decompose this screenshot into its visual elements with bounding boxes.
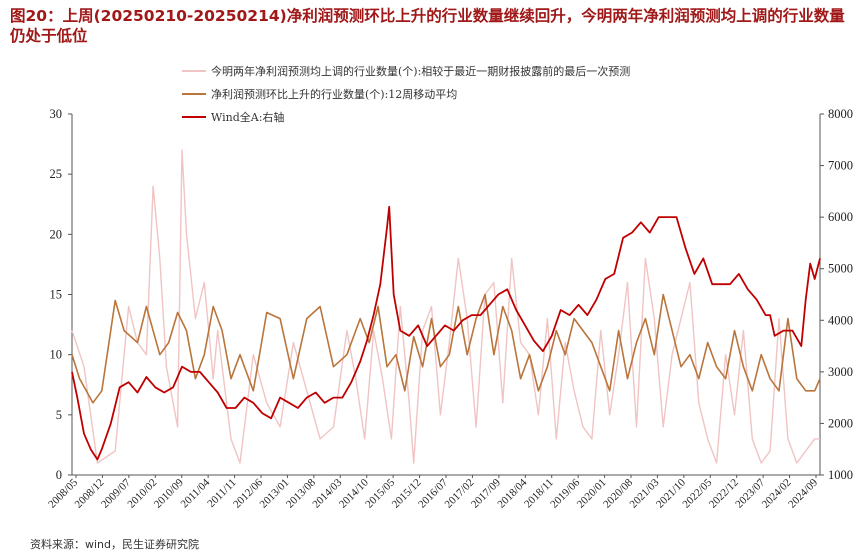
left-tick-label: 5 bbox=[56, 408, 62, 422]
right-tick-label: 6000 bbox=[828, 210, 853, 224]
series-line-wind-all-a bbox=[71, 205, 821, 461]
left-tick-label: 25 bbox=[50, 167, 63, 181]
chart-title: 图20：上周(20250210-20250214)净利润预测环比上升的行业数量继… bbox=[10, 7, 845, 45]
right-tick-label: 4000 bbox=[828, 313, 853, 327]
left-tick-label: 0 bbox=[56, 468, 62, 482]
legend-label: 净利润预测环比上升的行业数量(个):12周移动平均 bbox=[211, 87, 457, 101]
right-tick-label: 8000 bbox=[828, 107, 853, 121]
left-tick-label: 20 bbox=[50, 227, 63, 241]
chart-axes: 0 5 10 15 20 25 30 1000 2000 3000 4000 5000 6000 7000… bbox=[46, 107, 853, 511]
x-tick-label: 2011/04 bbox=[179, 476, 213, 510]
series-line-both-years-upgrade bbox=[71, 149, 820, 464]
right-tick-label: 1000 bbox=[828, 468, 853, 482]
series-line-12wk-moving-avg bbox=[71, 293, 821, 404]
source-note: 资料来源：wind，民生证券研究院 bbox=[30, 538, 200, 551]
legend-label: Wind全A:右轴 bbox=[211, 110, 284, 124]
left-tick-label: 30 bbox=[50, 107, 63, 121]
left-tick-label: 15 bbox=[50, 288, 63, 302]
right-tick-label: 7000 bbox=[828, 159, 853, 173]
right-tick-label: 5000 bbox=[828, 262, 853, 276]
legend-label: 今明两年净利润预测均上调的行业数量(个):相较于最近一期财报披露前的最后一次预测 bbox=[211, 64, 630, 78]
x-tick-label: 2024/09 bbox=[786, 476, 820, 510]
right-tick-label: 2000 bbox=[828, 416, 853, 430]
series-layer bbox=[71, 149, 821, 464]
right-tick-label: 3000 bbox=[828, 365, 853, 379]
left-tick-label: 10 bbox=[50, 348, 63, 362]
chart-legend: 今明两年净利润预测均上调的行业数量(个):相较于最近一期财报披露前的最后一次预测… bbox=[182, 64, 630, 124]
